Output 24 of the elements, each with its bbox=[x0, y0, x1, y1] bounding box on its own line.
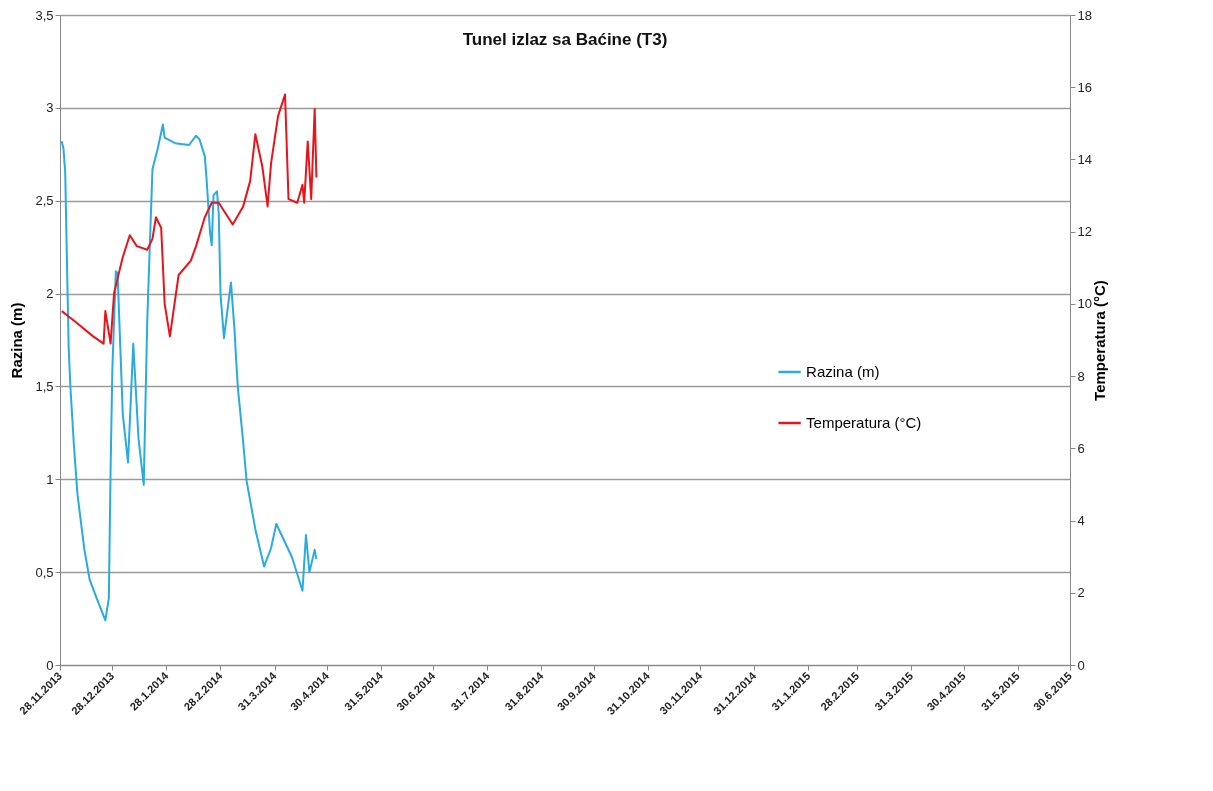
y-tick-label: 2 bbox=[46, 286, 54, 302]
y2-tick-label: 2 bbox=[1077, 585, 1085, 601]
y2-tick-label: 12 bbox=[1077, 224, 1092, 240]
legend-label: Temperatura (°C) bbox=[806, 414, 922, 431]
y-tick-label: 1 bbox=[46, 471, 54, 487]
y2-tick-label: 14 bbox=[1077, 151, 1092, 167]
y-axis-title: Razina (m) bbox=[8, 302, 26, 379]
y2-tick-label: 16 bbox=[1077, 79, 1092, 95]
y-tick-label: 0 bbox=[46, 657, 54, 673]
y2-tick-label: 18 bbox=[1077, 7, 1092, 23]
y-tick-label: 2,5 bbox=[35, 193, 54, 209]
y-tick-label: 0,5 bbox=[35, 564, 54, 580]
y-tick-label: 3,5 bbox=[35, 7, 54, 23]
text: Tunel izlaz sa Baćine (T3) bbox=[462, 30, 668, 49]
y2-tick-label: 10 bbox=[1077, 296, 1092, 312]
y2-tick-label: 4 bbox=[1077, 513, 1085, 529]
y-tick-label: 3 bbox=[46, 100, 54, 116]
line-series bbox=[60, 123, 318, 622]
y2-tick-label: 8 bbox=[1077, 368, 1085, 384]
y2-tick-label: 0 bbox=[1077, 657, 1085, 673]
legend-label: Razina (m) bbox=[806, 363, 880, 380]
y2-tick-label: 6 bbox=[1077, 440, 1085, 456]
line-series bbox=[60, 93, 318, 345]
y-tick-label: 1,5 bbox=[35, 378, 54, 394]
